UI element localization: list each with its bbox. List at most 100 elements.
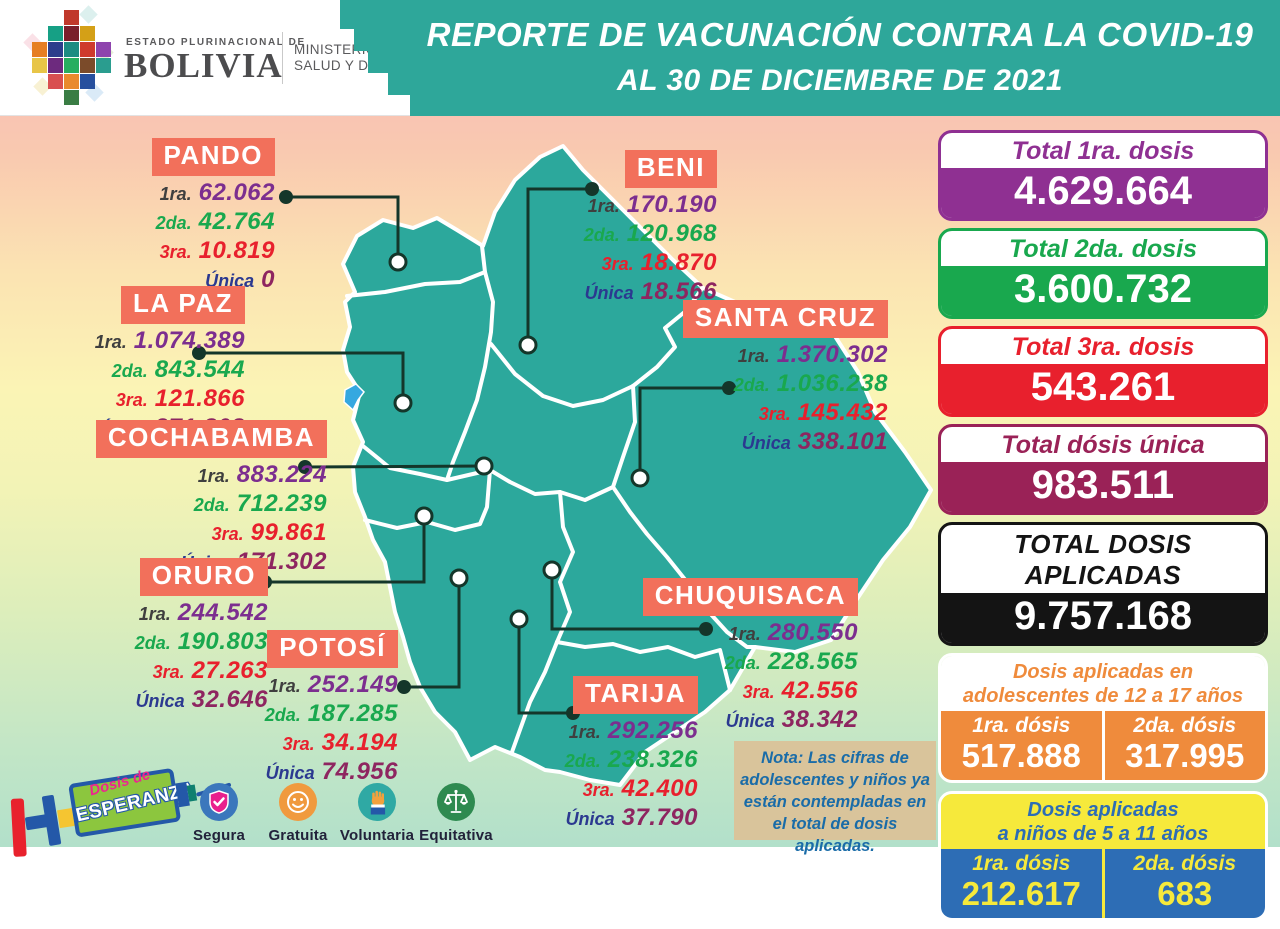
dose-label: Única (741, 433, 791, 453)
bolivia-coat-logo (23, 5, 118, 110)
dose-value: 187.285 (307, 700, 398, 727)
card-title: Total 1ra. dosis (1011, 137, 1195, 165)
adolescents-title-line2: adolescentes de 12 a 17 años (962, 685, 1244, 707)
dept-block-chuquisaca: CHUQUISACA 1ra. 280.550 2da. 228.565 3ra. 4… (640, 578, 858, 736)
dose-label: Única (135, 691, 185, 711)
dose-label: 3ra. (152, 662, 185, 682)
children-title-line1: Dosis aplicadas (1027, 799, 1179, 821)
dose-value: 338.101 (797, 428, 888, 455)
dose-value: 252.149 (307, 671, 398, 698)
value-label: Voluntaria (339, 827, 415, 844)
adolescents-title-line1: Dosis aplicadas en (1012, 661, 1194, 683)
children-second-dose: 2da. dósis 683 (1101, 849, 1266, 918)
dose-label: 3ra. (282, 734, 315, 754)
card-value: 4.629.664 (941, 168, 1265, 218)
children-doses-card: Dosis aplicadas a niños de 5 a 11 años 1… (938, 791, 1268, 921)
card-value: 983.511 (941, 462, 1265, 512)
dept-label: PANDO (151, 138, 275, 176)
dose-value: 38.342 (781, 706, 858, 733)
syringe-plunger-rod (10, 798, 27, 857)
dose-label: 2da. (155, 213, 192, 233)
dose-col-value: 517.888 (961, 737, 1081, 774)
dose-label: 1ra. (138, 604, 171, 624)
total-applied-doses-card: TOTAL DOSIS APLICADAS 9.757.168 (938, 522, 1268, 646)
dose-label: 1ra. (587, 196, 620, 216)
dose-value: 712.239 (236, 490, 327, 517)
dose-col-label: 1ra. dósis (972, 714, 1071, 737)
dose-label: 2da. (724, 653, 761, 673)
raised-hand-icon (358, 783, 396, 821)
card-title: Total 3ra. dosis (1011, 333, 1195, 361)
dose-label: 1ra. (159, 184, 192, 204)
dose-value: 42.400 (621, 775, 698, 802)
value-item-voluntaria: Voluntaria (340, 782, 414, 844)
dose-label: 3ra. (601, 254, 634, 274)
value-label: Equitativa (419, 827, 493, 844)
dose-label: 1ra. (728, 624, 761, 644)
children-title-line2: a niños de 5 a 11 años (997, 823, 1209, 845)
card-value: 543.261 (941, 364, 1265, 414)
dose-value: 1.036.238 (776, 370, 888, 397)
dose-col-value: 212.617 (961, 875, 1081, 912)
total-first-dose-card: Total 1ra. dosis 4.629.664 (938, 130, 1268, 221)
dose-value: 843.544 (154, 356, 245, 383)
state-label: ESTADO PLURINACIONAL DE (126, 37, 306, 48)
label-end-dots (192, 182, 736, 720)
value-label: Segura (192, 827, 246, 844)
title-banner: REPORTE DE VACUNACIÓN CONTRA LA COVID-19… (340, 0, 1280, 116)
dose-label: 2da. (111, 361, 148, 381)
dose-label: 2da. (134, 633, 171, 653)
dose-value: 280.550 (767, 619, 858, 646)
header-divider (282, 32, 283, 84)
dose-label: 2da. (583, 225, 620, 245)
report-title-line2: AL 30 DE DICIEMBRE DE 2021 (617, 64, 1063, 97)
dose-col-value: 317.995 (1125, 737, 1245, 774)
connector-lines (199, 187, 729, 715)
dose-col-label: 2da. dósis (1133, 852, 1237, 875)
adolescents-doses-card: Dosis aplicadas en adolescentes de 12 a … (938, 653, 1268, 783)
dept-label: LA PAZ (121, 286, 245, 324)
dose-value: 170.190 (626, 191, 717, 218)
dose-value: 244.542 (177, 599, 268, 626)
dose-col-label: 1ra. dósis (972, 852, 1071, 875)
dept-block-potosi: POTOSÍ 1ra. 252.149 2da. 187.285 3ra. 34.19… (228, 630, 398, 788)
dept-label: CHUQUISACA (642, 578, 858, 616)
adolescents-first-dose: 1ra. dósis 517.888 (941, 711, 1102, 780)
note-label: Nota: (761, 749, 804, 767)
dept-label: SANTA CRUZ (682, 300, 888, 338)
dose-value: 27.263 (191, 657, 268, 684)
dept-block-santa-cruz: SANTA CRUZ 1ra. 1.370.302 2da. 1.036.238 3… (642, 300, 888, 458)
dept-block-cochabamba: COCHABAMBA 1ra. 883.224 2da. 712.239 3ra. 9… (72, 420, 327, 578)
dose-label: 3ra. (115, 390, 148, 410)
dose-value: 18.870 (640, 249, 717, 276)
dose-label: 3ra. (758, 404, 791, 424)
dose-value: 883.224 (236, 461, 327, 488)
card-value: 9.757.168 (941, 593, 1265, 643)
value-item-gratuita: Gratuita (267, 782, 329, 844)
coat-mosaic (32, 10, 111, 105)
dose-value: 1.370.302 (776, 341, 888, 368)
card-title: TOTAL DOSIS APLICADAS (1014, 529, 1192, 590)
dose-value: 238.326 (607, 746, 698, 773)
dose-label: 2da. (733, 375, 770, 395)
dose-value: 120.968 (626, 220, 717, 247)
adolescents-second-dose: 2da. dósis 317.995 (1101, 711, 1266, 780)
dose-label: 2da. (564, 751, 601, 771)
dose-label: Única (565, 809, 615, 829)
dept-block-pando: PANDO 1ra. 62.062 2da. 42.764 3ra. 10.819 Ú… (90, 138, 275, 296)
dose-label: 2da. (193, 495, 230, 515)
dose-value: 121.866 (154, 385, 245, 412)
dose-value: 228.565 (767, 648, 858, 675)
dose-value: 74.956 (321, 758, 398, 785)
dose-label: 3ra. (211, 524, 244, 544)
value-item-segura: Segura (188, 782, 250, 844)
value-item-equitativa: Equitativa (419, 782, 493, 844)
note-box: Nota: Las cifras de adolescentes y niños… (734, 741, 936, 855)
dept-block-beni: BENI 1ra. 170.190 2da. 120.968 3ra. 18.870 … (525, 150, 717, 308)
totals-panel: Total 1ra. dosis 4.629.664 Total 2da. do… (938, 130, 1268, 929)
dose-value: 42.764 (198, 208, 275, 235)
bolivia-wordmark: BOLIVIA (124, 46, 283, 85)
dose-label: 3ra. (742, 682, 775, 702)
card-title: Total dósis única (1001, 431, 1205, 459)
